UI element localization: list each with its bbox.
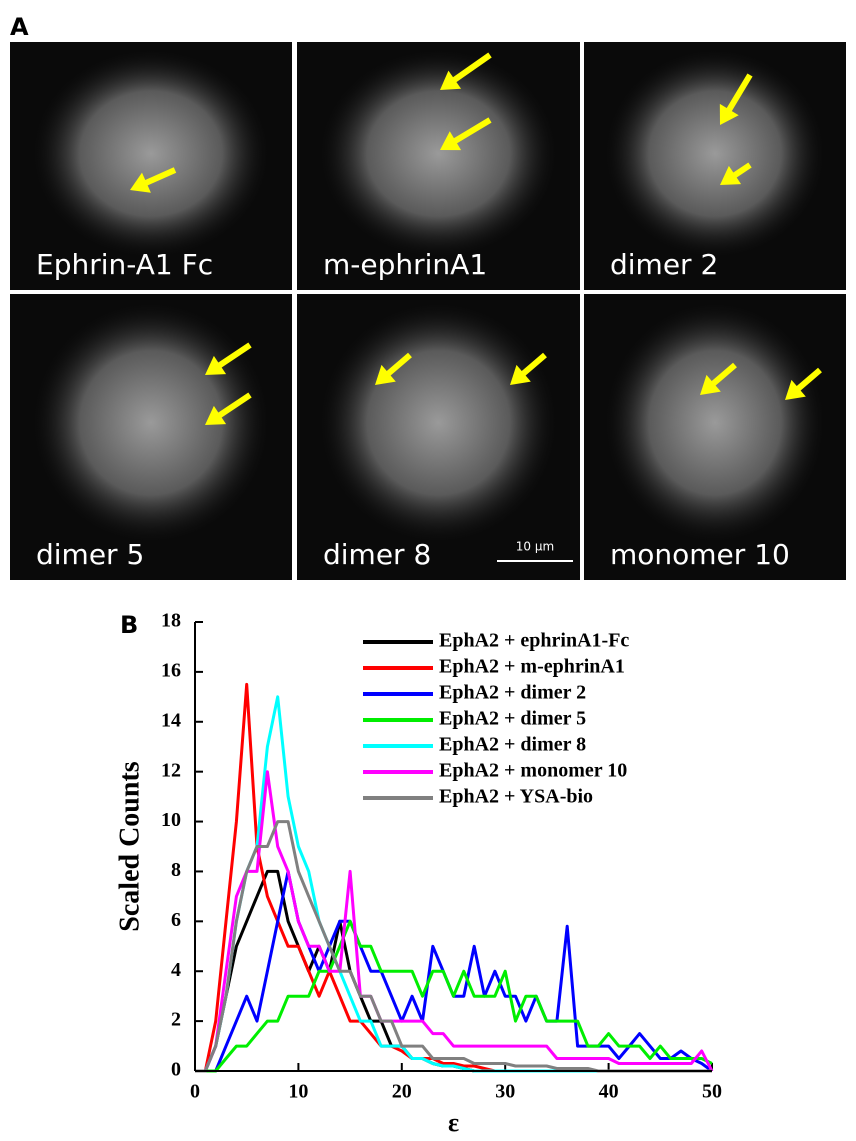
series-line: [195, 869, 713, 1073]
legend-label: EphA2 + dimer 5: [439, 708, 586, 730]
arrow-shaft: [383, 352, 412, 379]
arrow-shaft: [708, 362, 737, 389]
x-tick-label: 10: [288, 1081, 308, 1103]
cell: [604, 302, 826, 543]
arrow-shaft: [449, 52, 492, 85]
y-tick-label: 10: [161, 809, 181, 831]
chart: 0 2 4 6 8 10 12 14 16 18 0 10 20 30 40 50 ε Scaled Counts…: [114, 610, 722, 1137]
legend-label: EphA2 + ephrinA1-Fc: [439, 630, 629, 652]
cell: [319, 49, 558, 258]
arrow-shaft: [793, 367, 822, 394]
arrow-shaft: [518, 352, 547, 379]
series-line: [195, 770, 714, 1073]
panel-caption: m-ephrinA1: [323, 248, 487, 281]
arrow-head: [440, 70, 462, 90]
series-line: [195, 919, 713, 1073]
cell: [32, 302, 270, 543]
y-tick-label: 0: [171, 1059, 181, 1081]
image-grid: Ephrin-A1 Fc m-ephrinA1 dimer 2 dimer 5 dime…: [10, 42, 846, 580]
cell: [32, 49, 270, 258]
cell: [319, 302, 558, 543]
arrow-head: [375, 364, 396, 385]
arrow-shaft: [724, 73, 753, 115]
y-tick-label: 14: [161, 709, 181, 731]
y-tick-label: 2: [171, 1009, 181, 1031]
panel-caption: monomer 10: [610, 538, 790, 571]
panel-caption: dimer 5: [36, 538, 144, 571]
y-tick-label: 16: [161, 659, 181, 681]
legend-label: EphA2 + dimer 2: [439, 682, 586, 704]
x-tick-label: 40: [599, 1081, 619, 1103]
x-tick-label: 0: [190, 1081, 200, 1103]
arrow-shaft: [214, 392, 252, 420]
x-axis-label: ε: [448, 1108, 459, 1137]
arrow-head: [440, 131, 462, 151]
y-tick-label: 12: [161, 759, 181, 781]
arrow-shaft: [450, 117, 492, 146]
arrow-head: [205, 355, 227, 375]
arrow-head: [785, 379, 806, 400]
y-tick-label: 8: [171, 859, 181, 881]
scale-bar-label: 10 µm: [516, 540, 554, 554]
arrow-head: [205, 405, 227, 425]
arrow-head: [719, 103, 739, 125]
panel-label: A: [10, 13, 29, 41]
x-tick-label: 50: [702, 1081, 722, 1103]
arrow-head: [510, 364, 531, 385]
y-tick-label: 18: [161, 610, 181, 632]
panel-caption: dimer 2: [610, 248, 718, 281]
legend-label: EphA2 + dimer 8: [439, 734, 586, 756]
panel-caption: dimer 8: [323, 538, 431, 571]
arrow-head: [720, 165, 742, 185]
arrow-head: [130, 172, 151, 193]
y-axis-label: Scaled Counts: [114, 761, 145, 931]
x-tick-label: 20: [392, 1081, 412, 1103]
arrow-shaft: [141, 167, 177, 188]
y-tick-label: 4: [171, 959, 181, 981]
legend-label: EphA2 + YSA-bio: [439, 786, 593, 808]
panel-caption: Ephrin-A1 Fc: [36, 248, 213, 281]
x-tick-label: 30: [495, 1081, 515, 1103]
arrow-head: [700, 374, 721, 395]
legend-label: EphA2 + m-ephrinA1: [439, 656, 625, 678]
arrow-shaft: [214, 342, 252, 370]
panel-label: B: [120, 611, 138, 639]
y-tick-label: 6: [171, 909, 181, 931]
legend-label: EphA2 + monomer 10: [439, 760, 627, 782]
cell: [604, 49, 826, 258]
